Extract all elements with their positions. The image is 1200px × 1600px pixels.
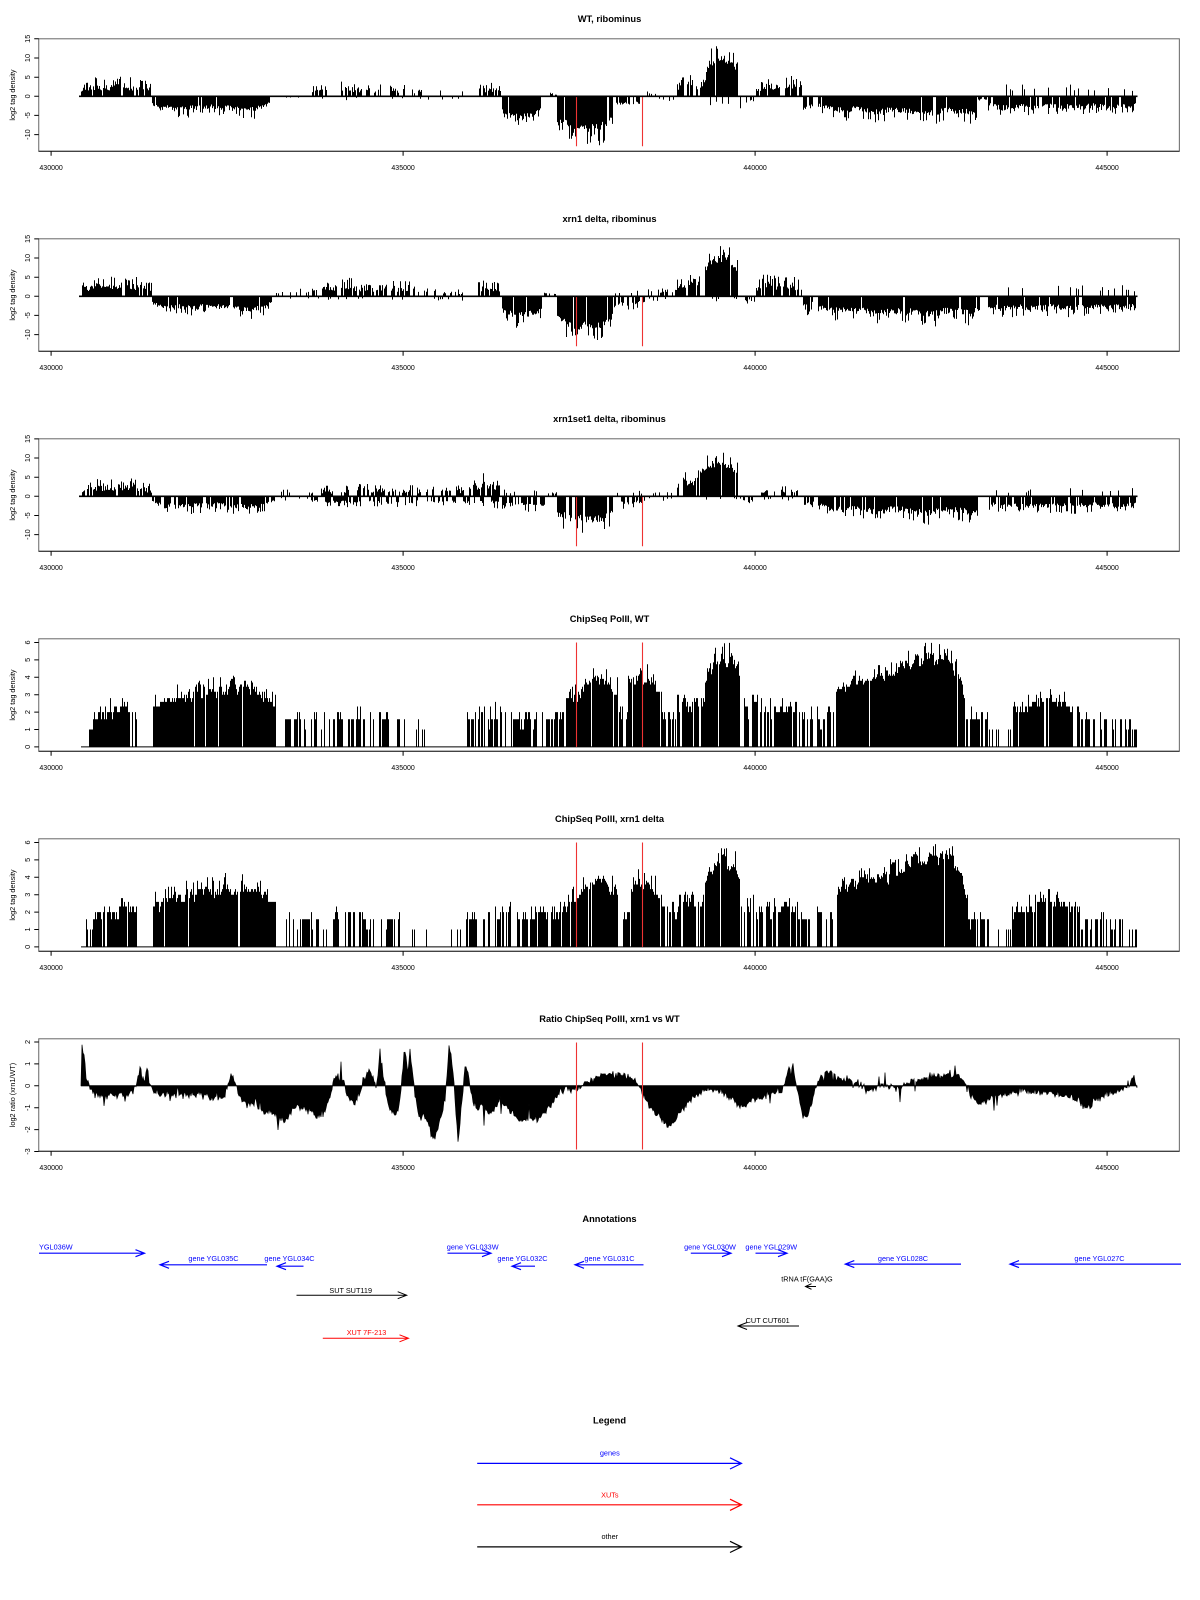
svg-text:log2 tag density: log2 tag density: [8, 269, 17, 320]
svg-text:ChipSeq PolII, WT: ChipSeq PolII, WT: [570, 614, 650, 624]
svg-text:Ratio ChipSeq PolII, xrn1 vs W: Ratio ChipSeq PolII, xrn1 vs WT: [539, 1014, 680, 1024]
svg-text:0: 0: [23, 294, 32, 298]
svg-text:-2: -2: [23, 1126, 32, 1133]
svg-text:430000: 430000: [39, 365, 62, 372]
svg-text:430000: 430000: [39, 965, 62, 972]
svg-text:0: 0: [23, 1084, 32, 1088]
svg-text:2: 2: [23, 1040, 32, 1044]
svg-text:XUT 7F-213: XUT 7F-213: [347, 1328, 387, 1337]
svg-text:5: 5: [23, 658, 32, 662]
svg-text:YGL036W: YGL036W: [39, 1243, 73, 1252]
svg-text:0: 0: [23, 945, 32, 949]
svg-text:other: other: [601, 1532, 618, 1541]
svg-text:3: 3: [23, 893, 32, 897]
svg-text:0: 0: [23, 494, 32, 498]
svg-text:log2 tag density: log2 tag density: [8, 469, 17, 520]
svg-text:2: 2: [23, 710, 32, 714]
svg-text:gene YGL032C: gene YGL032C: [497, 1254, 547, 1263]
svg-text:445000: 445000: [1095, 365, 1118, 372]
svg-text:5: 5: [23, 75, 32, 79]
svg-text:log2 tag density: log2 tag density: [8, 669, 17, 720]
svg-text:-5: -5: [23, 512, 32, 519]
svg-text:WT, ribominus: WT, ribominus: [578, 14, 642, 24]
svg-text:1: 1: [23, 1062, 32, 1066]
svg-text:440000: 440000: [743, 765, 766, 772]
svg-text:435000: 435000: [391, 365, 414, 372]
svg-text:440000: 440000: [743, 965, 766, 972]
svg-text:435000: 435000: [391, 565, 414, 572]
svg-text:440000: 440000: [743, 165, 766, 172]
svg-text:gene YGL034C: gene YGL034C: [264, 1254, 314, 1263]
svg-text:-5: -5: [23, 312, 32, 319]
svg-text:445000: 445000: [1095, 1165, 1118, 1172]
svg-text:435000: 435000: [391, 1165, 414, 1172]
svg-text:xrn1 delta, ribominus: xrn1 delta, ribominus: [562, 214, 656, 224]
svg-text:gene YGL031C: gene YGL031C: [584, 1254, 634, 1263]
svg-text:435000: 435000: [391, 765, 414, 772]
svg-text:430000: 430000: [39, 1165, 62, 1172]
svg-text:1: 1: [23, 927, 32, 931]
svg-text:xrn1set1 delta, ribominus: xrn1set1 delta, ribominus: [553, 414, 666, 424]
svg-text:430000: 430000: [39, 565, 62, 572]
svg-text:gene YGL033W: gene YGL033W: [447, 1243, 499, 1252]
svg-text:445000: 445000: [1095, 765, 1118, 772]
svg-text:genes: genes: [600, 1448, 620, 1457]
svg-text:15: 15: [23, 435, 32, 443]
svg-text:440000: 440000: [743, 565, 766, 572]
svg-text:-10: -10: [23, 129, 32, 140]
svg-text:log2 ratio (xrn1/WT): log2 ratio (xrn1/WT): [8, 1063, 17, 1127]
svg-text:-3: -3: [23, 1148, 32, 1155]
svg-text:gene YGL028C: gene YGL028C: [878, 1254, 928, 1263]
svg-text:gene YGL027C: gene YGL027C: [1074, 1254, 1124, 1263]
svg-text:3: 3: [23, 693, 32, 697]
svg-text:10: 10: [23, 254, 32, 262]
svg-text:5: 5: [23, 475, 32, 479]
svg-text:0: 0: [23, 745, 32, 749]
svg-text:445000: 445000: [1095, 965, 1118, 972]
svg-text:log2 tag density: log2 tag density: [8, 69, 17, 120]
svg-text:-1: -1: [23, 1104, 32, 1111]
svg-text:-5: -5: [23, 112, 32, 119]
svg-text:CUT CUT601: CUT CUT601: [746, 1316, 790, 1325]
svg-text:SUT SUT119: SUT SUT119: [329, 1286, 372, 1295]
svg-text:10: 10: [23, 54, 32, 62]
svg-text:Legend: Legend: [593, 1416, 626, 1426]
svg-text:ChipSeq PolII, xrn1 delta: ChipSeq PolII, xrn1 delta: [555, 814, 665, 824]
svg-text:6: 6: [23, 840, 32, 844]
svg-text:gene YGL035C: gene YGL035C: [188, 1254, 238, 1263]
svg-text:430000: 430000: [39, 165, 62, 172]
svg-text:6: 6: [23, 640, 32, 644]
svg-text:15: 15: [23, 235, 32, 243]
svg-text:440000: 440000: [743, 365, 766, 372]
svg-text:445000: 445000: [1095, 565, 1118, 572]
svg-text:2: 2: [23, 910, 32, 914]
svg-text:10: 10: [23, 454, 32, 462]
svg-text:log2 tag density: log2 tag density: [8, 869, 17, 920]
svg-text:5: 5: [23, 858, 32, 862]
svg-text:430000: 430000: [39, 765, 62, 772]
svg-text:440000: 440000: [743, 1165, 766, 1172]
svg-text:gene YGL030W: gene YGL030W: [684, 1243, 736, 1252]
svg-text:5: 5: [23, 275, 32, 279]
svg-text:4: 4: [23, 675, 32, 679]
svg-text:435000: 435000: [391, 165, 414, 172]
svg-text:445000: 445000: [1095, 165, 1118, 172]
svg-text:XUTs: XUTs: [601, 1490, 619, 1499]
svg-text:435000: 435000: [391, 965, 414, 972]
svg-text:tRNA tF(GAA)G: tRNA tF(GAA)G: [781, 1275, 833, 1284]
svg-text:0: 0: [23, 94, 32, 98]
svg-text:-10: -10: [23, 529, 32, 540]
svg-text:gene YGL029W: gene YGL029W: [745, 1243, 797, 1252]
svg-text:1: 1: [23, 727, 32, 731]
svg-text:15: 15: [23, 35, 32, 43]
svg-text:4: 4: [23, 875, 32, 879]
svg-text:-10: -10: [23, 329, 32, 340]
svg-text:Annotations: Annotations: [582, 1214, 636, 1224]
